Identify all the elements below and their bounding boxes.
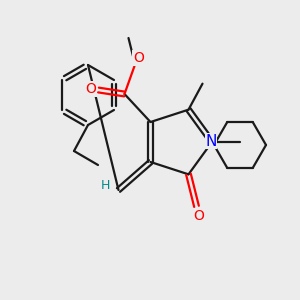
Text: O: O bbox=[133, 51, 144, 65]
Text: O: O bbox=[193, 209, 204, 223]
Text: O: O bbox=[85, 82, 96, 96]
Text: H: H bbox=[101, 179, 110, 193]
Text: N: N bbox=[205, 134, 217, 148]
